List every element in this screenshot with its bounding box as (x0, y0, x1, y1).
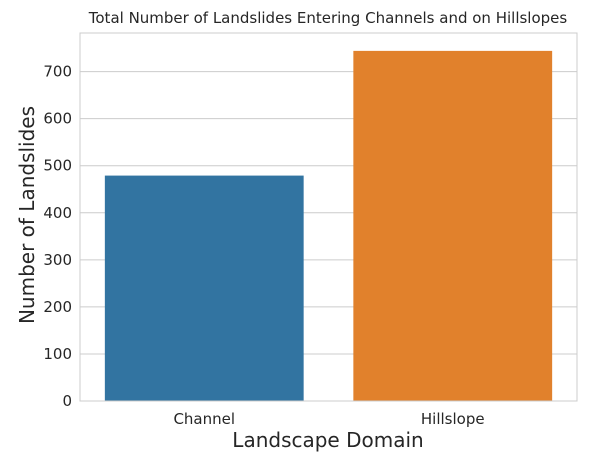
bars (104, 50, 553, 401)
y-tick-label-600: 600 (43, 110, 72, 128)
y-tick-label-500: 500 (43, 157, 72, 175)
x-tick-labels: Channel Hillslope (173, 410, 484, 428)
x-tick-label-hillslope: Hillslope (421, 410, 485, 428)
x-tick-label-channel: Channel (173, 410, 235, 428)
y-tick-label-300: 300 (43, 251, 72, 269)
x-axis-label: Landscape Domain (232, 428, 423, 452)
bar-hillslope (353, 50, 553, 401)
y-tick-label-400: 400 (43, 204, 72, 222)
y-tick-label-0: 0 (62, 392, 72, 410)
y-tick-label-200: 200 (43, 298, 72, 316)
chart-title: Total Number of Landslides Entering Chan… (88, 9, 568, 27)
y-axis-label: Number of Landslides (15, 106, 39, 324)
plot-frame (79, 32, 578, 402)
y-tick-label-700: 700 (43, 63, 72, 81)
bar-channel (104, 175, 304, 401)
y-tick-label-100: 100 (43, 345, 72, 363)
y-tick-labels: 0 100 200 300 400 500 600 700 (43, 63, 72, 410)
